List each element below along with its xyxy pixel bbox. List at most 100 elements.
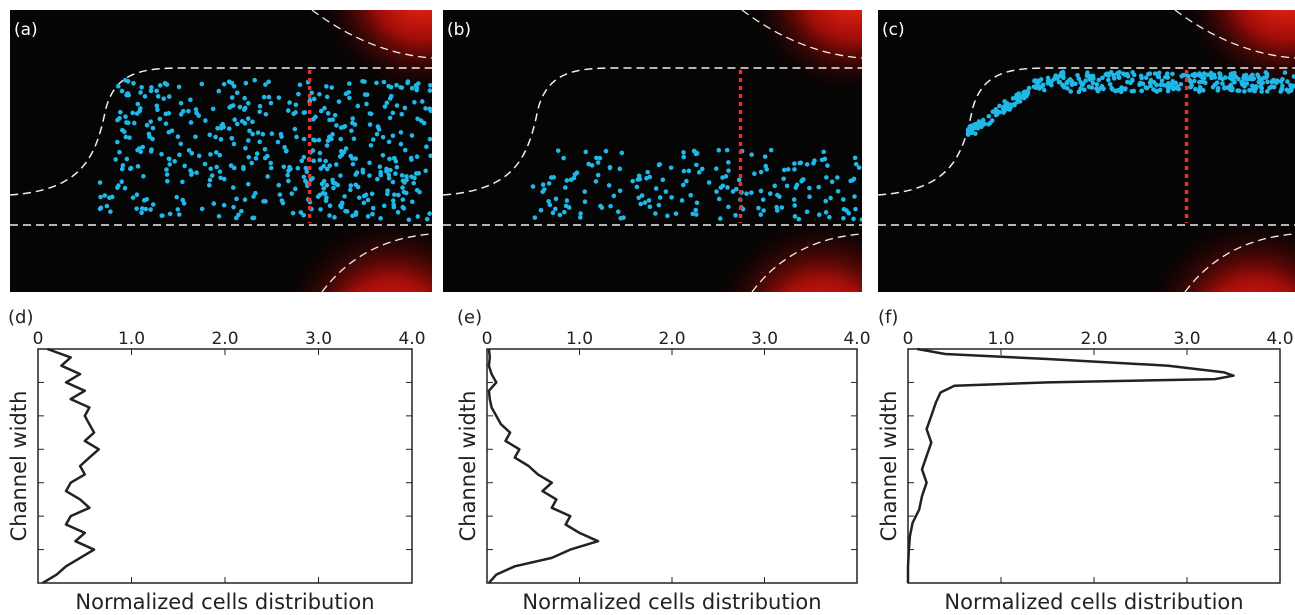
cell [207,182,212,188]
cell [636,195,642,201]
cell [155,107,160,112]
cell [199,206,205,212]
cell [260,131,266,137]
cell [416,170,422,176]
cell [716,147,722,153]
cell [309,90,315,96]
cell [835,175,840,180]
cell [1130,70,1135,75]
cell [1228,87,1233,93]
cell [249,160,255,166]
cell [656,202,662,208]
cell [140,144,146,150]
cell [1248,87,1254,93]
cell [1201,75,1207,81]
cell [218,137,224,142]
cell [816,184,821,190]
cell [378,216,383,221]
cell [1248,74,1253,80]
cell [762,154,768,159]
cell [148,88,154,94]
outlet-wall [751,233,862,292]
cell [115,139,120,145]
cell [333,162,339,167]
cell [335,182,341,188]
cell [317,150,323,156]
cell [1165,84,1171,90]
cell [194,170,199,175]
cell [1001,104,1007,110]
cell [268,165,274,171]
cell [1170,71,1175,77]
micrograph-content [443,10,862,292]
cell [178,100,184,106]
cell [1025,91,1030,97]
plot-frame [907,348,1281,584]
cell [1212,82,1218,87]
cell [139,210,144,216]
cell [562,209,567,215]
cell [724,147,730,153]
cell [216,88,222,94]
cell [1188,84,1193,90]
cell [1146,71,1151,77]
cell [593,179,599,184]
cell [1045,80,1051,86]
cell [266,94,272,100]
cell [177,152,182,158]
cell [1280,76,1285,82]
cell [368,143,374,148]
cell [733,186,739,192]
cell [553,206,558,212]
cell [1059,70,1065,76]
cell [1244,81,1250,86]
cell [178,112,184,117]
cell [1264,74,1270,79]
cell [1017,95,1023,101]
cell [1197,71,1202,76]
cell [530,184,536,189]
cell [257,103,263,109]
cell [392,192,397,197]
cell [761,208,766,213]
cell [816,212,822,217]
cell [852,194,857,199]
cell [166,94,172,99]
cell [730,189,736,194]
cell [603,148,609,154]
cell [360,167,366,173]
cell [342,194,347,199]
cell [618,215,624,221]
cell [402,105,408,111]
cell [1101,86,1106,91]
x-tick-label: 1.0 [987,329,1014,349]
cell [246,181,251,187]
cell [242,120,248,126]
cell [1178,81,1184,87]
cell [1083,78,1088,84]
cell [386,172,392,178]
cell [1111,76,1117,81]
cell [375,176,380,182]
cell [733,213,738,218]
cell [208,166,214,172]
cell [299,158,305,164]
cell [230,103,236,108]
cell [365,197,371,203]
cell [139,206,145,211]
cell [427,82,432,88]
micrograph: (c) [878,10,1295,292]
x-tick-label: 3.0 [1173,329,1200,349]
cell [387,156,392,162]
cell [163,111,169,117]
cell [1032,78,1037,84]
cell [823,210,829,215]
cell [199,81,205,87]
cell [339,204,344,210]
cell [115,117,120,123]
cell [276,182,281,188]
cell [1119,85,1124,90]
cell [210,106,216,112]
cell [546,199,551,204]
micrograph-content [10,10,432,292]
